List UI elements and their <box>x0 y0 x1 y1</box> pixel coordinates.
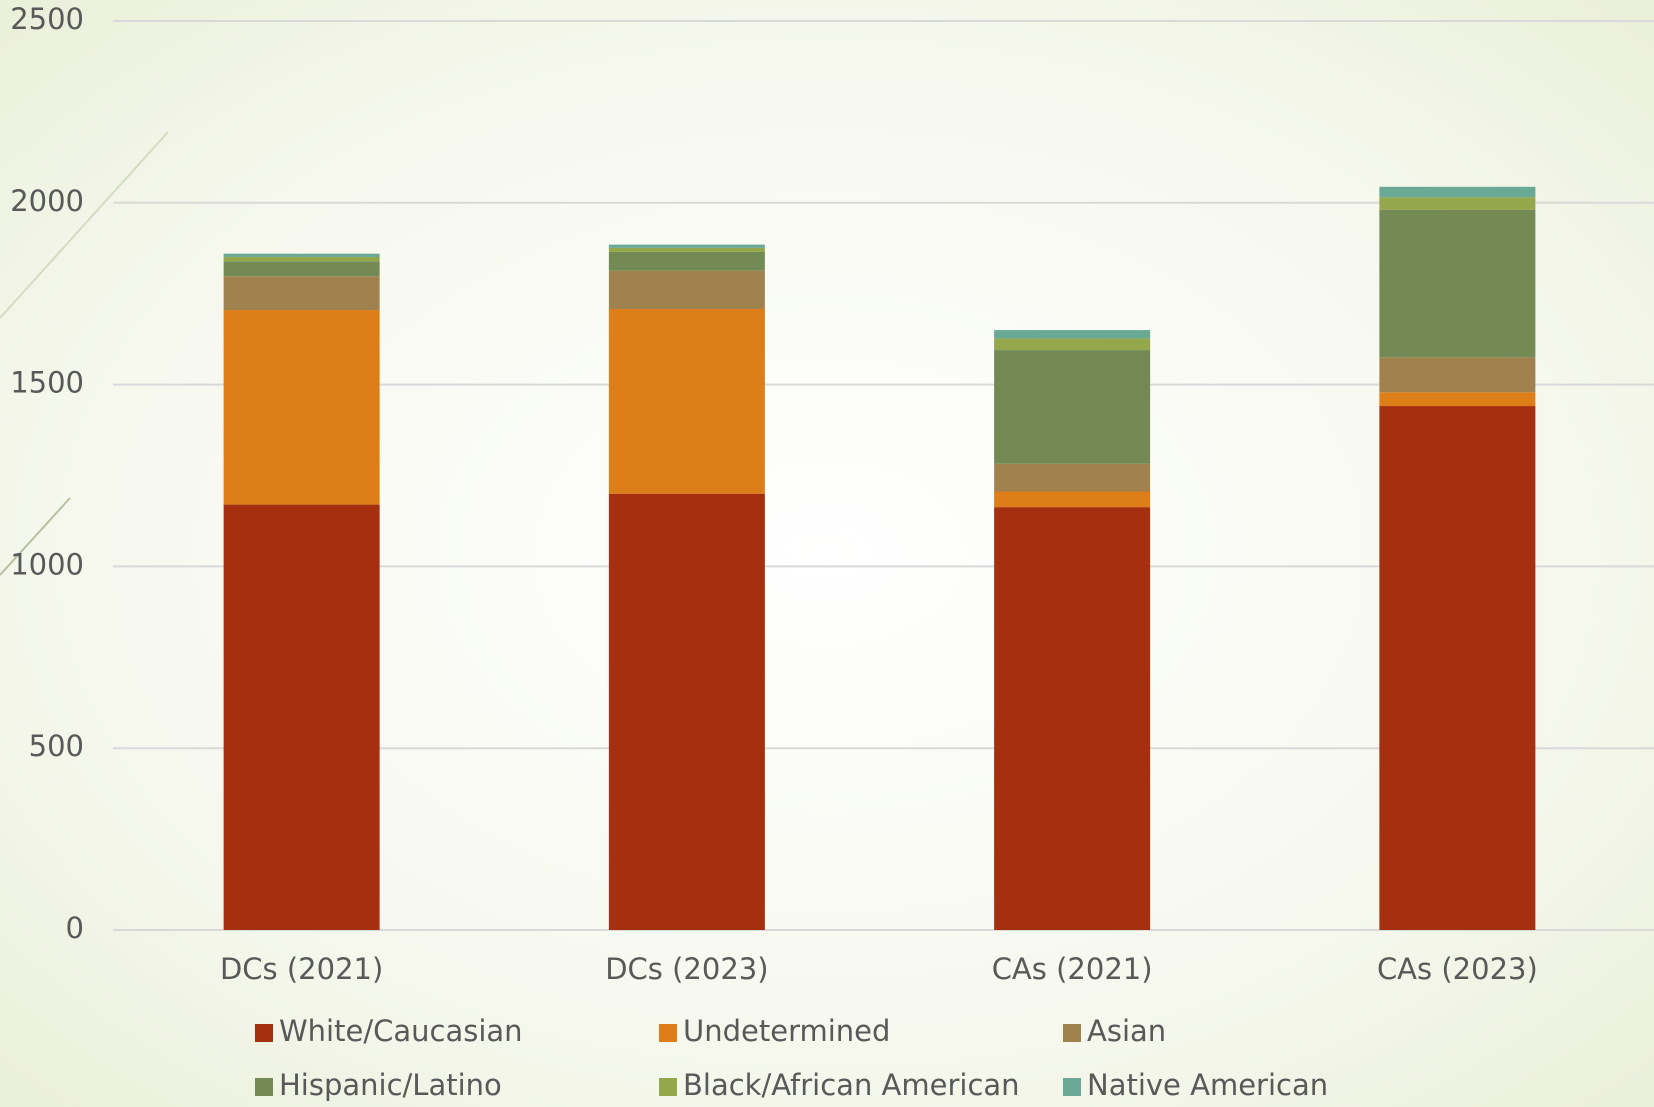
x-tick-label: DCs (2021) <box>220 952 383 986</box>
bar-segment <box>1379 392 1536 407</box>
bar-segment <box>223 261 380 277</box>
bar-segment <box>223 504 380 930</box>
bar-segment <box>994 338 1151 351</box>
legend-swatch <box>255 1078 273 1096</box>
x-tick-label: CAs (2021) <box>992 952 1153 986</box>
bar-segment <box>608 308 765 494</box>
legend-label: White/Caucasian <box>279 1014 523 1048</box>
legend-swatch <box>255 1024 273 1042</box>
y-tick-label: 2500 <box>10 2 84 36</box>
bar-segment <box>1379 357 1536 393</box>
x-tick-label: DCs (2023) <box>605 952 768 986</box>
bar-segment <box>994 491 1151 508</box>
legend-label: Hispanic/Latino <box>279 1068 502 1102</box>
bar-segment <box>223 276 380 311</box>
bar-segment <box>1379 186 1536 198</box>
bar-segment <box>1379 197 1536 210</box>
bar-segment <box>608 247 765 252</box>
bar-segment <box>608 244 765 248</box>
bar-segment <box>1379 406 1536 931</box>
bar-segment <box>223 253 380 257</box>
y-tick-label: 0 <box>66 911 84 945</box>
legend-label: Undetermined <box>683 1014 890 1048</box>
bar-segment <box>994 350 1151 464</box>
bar-segment <box>994 463 1151 492</box>
bar-segment <box>608 251 765 271</box>
y-tick-label: 1000 <box>10 547 84 581</box>
y-tick-label: 1500 <box>10 366 84 400</box>
decoration <box>0 131 169 319</box>
decoration <box>0 497 71 576</box>
x-tick-label: CAs (2023) <box>1377 952 1538 986</box>
legend-label: Native American <box>1087 1068 1328 1102</box>
bar-segment <box>223 310 380 505</box>
legend-swatch <box>1063 1024 1081 1042</box>
legend-swatch <box>1063 1078 1081 1096</box>
legend-swatch <box>659 1024 677 1042</box>
y-tick-label: 2000 <box>10 184 84 218</box>
bar-segment <box>608 270 765 309</box>
legend-label: Asian <box>1087 1014 1166 1048</box>
y-tick-label: 500 <box>29 729 84 763</box>
legend-swatch <box>659 1078 677 1096</box>
bar-segment <box>608 493 765 930</box>
bar-segment <box>994 507 1151 930</box>
bar-segment <box>223 256 380 262</box>
bar-segment <box>994 330 1151 339</box>
bar-segment <box>1379 209 1536 358</box>
legend-label: Black/African American <box>683 1068 1020 1102</box>
